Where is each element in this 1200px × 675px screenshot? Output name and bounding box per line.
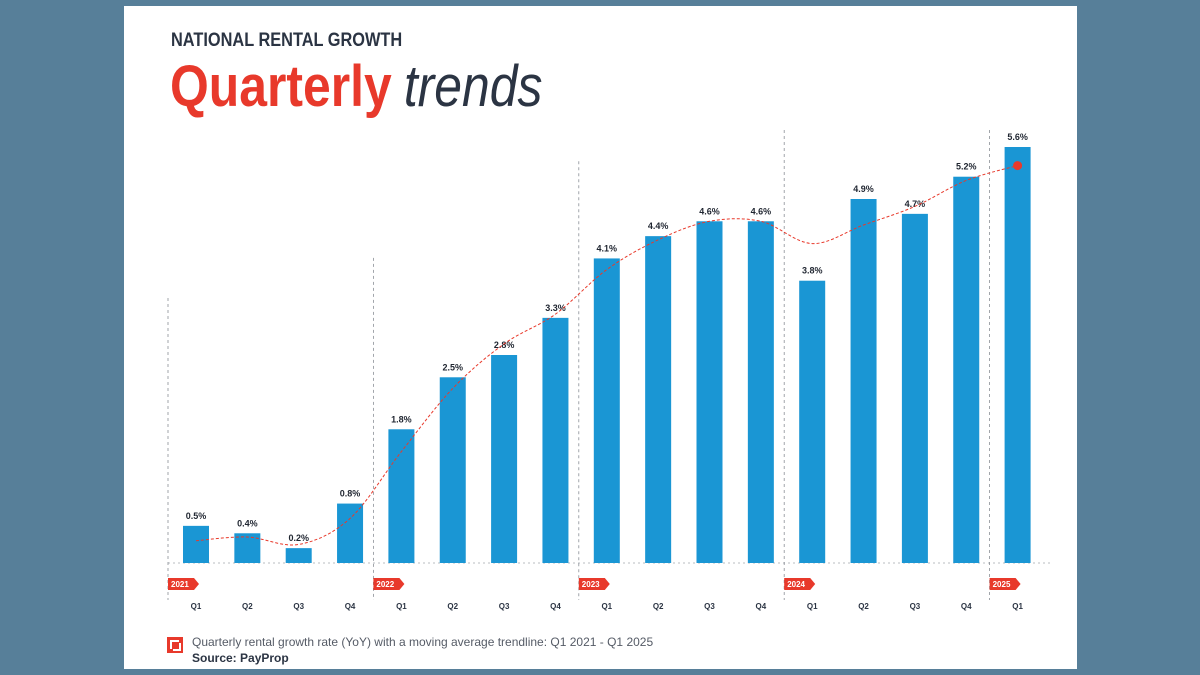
bar	[388, 429, 415, 563]
bar	[850, 199, 877, 563]
bar-value-label: 5.6%	[1007, 132, 1028, 142]
bar-value-label: 0.2%	[288, 533, 309, 543]
year-tag	[578, 578, 610, 590]
year-tag-label: 2024	[787, 580, 805, 589]
bar-value-label: 0.4%	[237, 518, 258, 528]
chart-caption: Quarterly rental growth rate (YoY) with …	[192, 635, 654, 649]
year-tag	[373, 578, 405, 590]
x-tick-label: Q3	[704, 602, 715, 611]
bar	[747, 221, 774, 564]
x-tick-label: Q4	[550, 602, 561, 611]
bar-value-label: 0.5%	[186, 511, 207, 521]
bar	[645, 236, 672, 563]
bar-value-label: 2.5%	[442, 362, 463, 372]
bar	[1004, 147, 1031, 563]
year-tag	[168, 578, 199, 590]
x-tick-label: Q1	[396, 602, 407, 611]
chart-title-main: Quarterly	[170, 54, 392, 119]
x-tick-label: Q2	[242, 602, 253, 611]
bar	[901, 213, 928, 563]
bar-value-label: 4.4%	[648, 221, 669, 231]
bar	[337, 503, 364, 563]
trendline-end-marker	[1013, 161, 1023, 171]
year-tag	[784, 578, 816, 590]
trendline	[195, 165, 1018, 546]
chart-title-accent: trends	[403, 54, 543, 119]
chart-title: Quarterly trends	[170, 58, 542, 116]
bar-value-label: 4.1%	[597, 243, 618, 253]
x-tick-label: Q1	[601, 602, 612, 611]
bar-value-label: 4.6%	[699, 206, 720, 216]
bar-value-label: 3.3%	[545, 303, 566, 313]
chart-kicker: NATIONAL RENTAL GROWTH	[171, 30, 403, 51]
year-tag	[989, 578, 1021, 590]
x-tick-label: Q2	[653, 602, 664, 611]
bar	[542, 317, 569, 563]
bar	[696, 221, 723, 564]
year-tag-label: 2025	[993, 580, 1011, 589]
bar	[799, 280, 826, 563]
x-tick-label: Q4	[961, 602, 972, 611]
bar	[593, 258, 620, 563]
bar	[285, 548, 312, 563]
bar	[491, 355, 518, 563]
x-tick-label: Q2	[858, 602, 869, 611]
x-tick-label: Q4	[345, 602, 356, 611]
bar	[439, 377, 466, 563]
year-tag-label: 2023	[582, 580, 600, 589]
bar-value-label: 3.8%	[802, 266, 823, 276]
bar-value-label: 4.7%	[905, 199, 926, 209]
bar-value-label: 0.8%	[340, 489, 361, 499]
x-tick-label: Q2	[447, 602, 458, 611]
x-tick-label: Q1	[807, 602, 818, 611]
x-tick-label: Q3	[910, 602, 921, 611]
x-tick-label: Q1	[1012, 602, 1023, 611]
bar-value-label: 4.9%	[853, 184, 874, 194]
chart-source: Source: PayProp	[192, 651, 289, 665]
bar-value-label: 4.6%	[751, 206, 772, 216]
bar-value-label: 2.8%	[494, 340, 515, 350]
x-tick-label: Q1	[191, 602, 202, 611]
x-tick-label: Q3	[293, 602, 304, 611]
bar	[183, 525, 209, 563]
bar-value-label: 5.2%	[956, 162, 977, 172]
year-tag-label: 2021	[171, 580, 189, 589]
x-tick-label: Q4	[756, 602, 767, 611]
bar-value-label: 1.8%	[391, 414, 412, 424]
x-tick-label: Q3	[499, 602, 510, 611]
payprop-logo-icon	[167, 637, 183, 653]
year-tag-label: 2022	[376, 580, 394, 589]
bar	[953, 176, 980, 563]
